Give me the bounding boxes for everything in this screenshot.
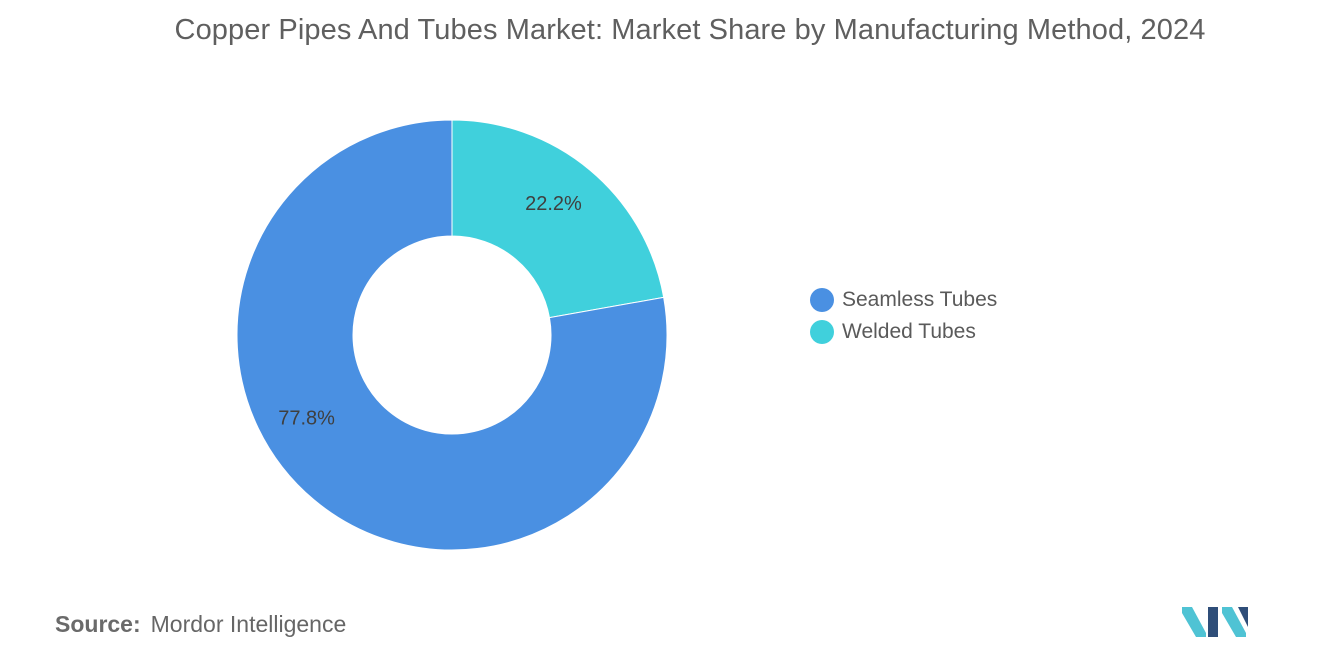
legend-swatch-seamless-tubes xyxy=(810,288,834,312)
mordor-intelligence-logo xyxy=(1182,607,1248,637)
slice-label-seamless-tubes: 77.8% xyxy=(278,407,335,429)
logo-stroke-accent xyxy=(1238,607,1248,627)
donut-slice-seamless-tubes[interactable] xyxy=(236,119,668,551)
chart-title: Copper Pipes And Tubes Market: Market Sh… xyxy=(174,14,1206,46)
donut-slice-welded-tubes[interactable] xyxy=(451,119,665,319)
legend-item-welded-tubes[interactable]: Welded Tubes xyxy=(810,316,997,348)
source-text: Mordor Intelligence xyxy=(150,611,347,637)
logo-stroke-middle xyxy=(1208,607,1218,637)
source-prefix: Source: xyxy=(55,611,141,637)
chart-legend: Seamless Tubes Welded Tubes xyxy=(810,284,997,348)
source-note: Source: Mordor Intelligence xyxy=(55,611,346,638)
logo-stroke-left xyxy=(1182,607,1206,637)
slice-label-welded-tubes: 22.2% xyxy=(525,193,582,215)
legend-swatch-welded-tubes xyxy=(810,320,834,344)
logo-stroke-right xyxy=(1222,607,1246,637)
legend-item-seamless-tubes[interactable]: Seamless Tubes xyxy=(810,284,997,316)
legend-label-welded-tubes: Welded Tubes xyxy=(842,320,976,343)
legend-label-seamless-tubes: Seamless Tubes xyxy=(842,288,998,311)
